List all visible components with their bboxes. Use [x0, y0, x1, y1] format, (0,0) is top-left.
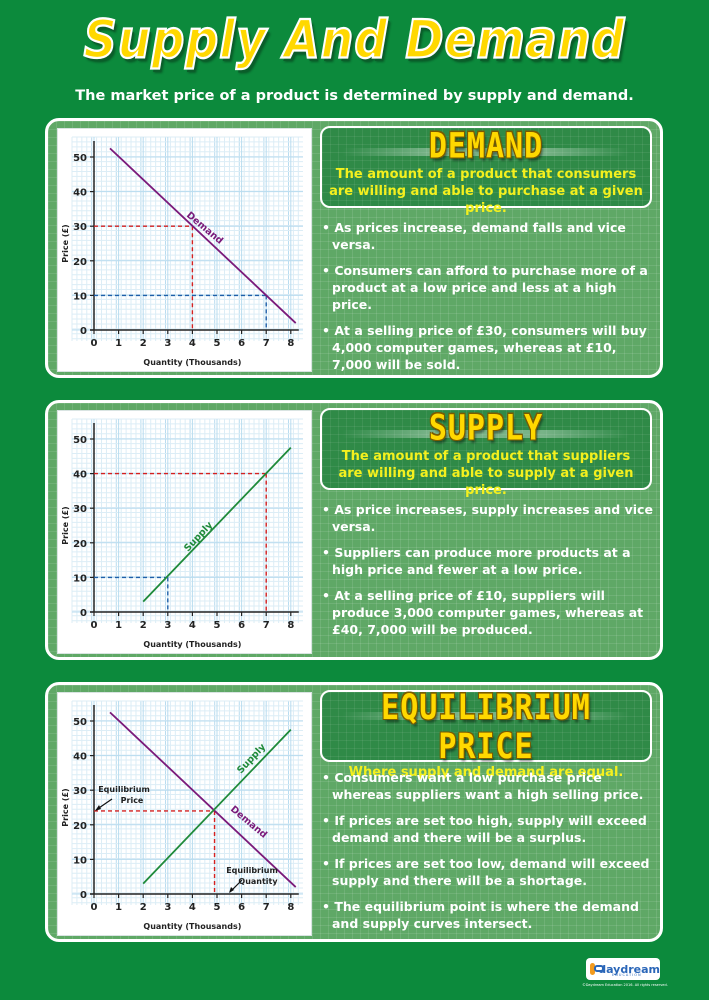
- poster-subtitle: The market price of a product is determi…: [75, 88, 634, 104]
- svg-text:Price (£): Price (£): [61, 788, 70, 826]
- svg-text:4: 4: [189, 338, 196, 349]
- svg-text:2: 2: [140, 338, 147, 349]
- equilibrium-point: Consumers want a low purchase price wher…: [318, 769, 658, 803]
- demand-point: As prices increase, demand falls and vic…: [318, 219, 658, 253]
- supply-heading: SUPPLY: [428, 408, 544, 449]
- svg-text:0: 0: [80, 890, 87, 901]
- equilibrium-point: If prices are set too low, demand will e…: [318, 855, 658, 889]
- svg-text:5: 5: [214, 338, 221, 349]
- svg-text:40: 40: [73, 188, 87, 199]
- svg-text:Quantity (Thousands): Quantity (Thousands): [143, 640, 241, 649]
- svg-text:4: 4: [189, 902, 196, 913]
- svg-text:Price (£): Price (£): [61, 506, 70, 544]
- supply-chart: 0 1 2 3 4 5 6 7 8 0 10 20 30 40 50 Quantity (Thousands)…: [57, 410, 312, 654]
- supply-point: At a selling price of £10, suppliers wil…: [318, 587, 658, 638]
- svg-text:8: 8: [287, 620, 294, 631]
- svg-text:8: 8: [287, 338, 294, 349]
- svg-text:3: 3: [164, 902, 171, 913]
- demand-panel: 0 1 2 3 4 5 6 7 8 0 10 20 30 40 50 Quantity (Thousands)…: [45, 118, 663, 378]
- svg-text:Quantity (Thousands): Quantity (Thousands): [143, 358, 241, 367]
- daydream-logo: daydream EDUCATION: [586, 958, 660, 980]
- supply-points: As price increases, supply increases and…: [318, 501, 658, 647]
- svg-text:Quantity (Thousands): Quantity (Thousands): [143, 922, 241, 931]
- demand-header-box: DEMAND The amount of a product that cons…: [320, 126, 652, 216]
- demand-description: The amount of a product that consumers a…: [329, 167, 643, 216]
- svg-text:0: 0: [91, 338, 98, 349]
- copyright-text: ©Daydream Education 2016. All rights res…: [582, 983, 668, 987]
- chart-grid: [71, 418, 303, 623]
- equilibrium-header-box: EQUILIBRIUM PRICE Where supply and deman…: [320, 688, 652, 780]
- demand-point: At a selling price of £30, consumers wil…: [318, 322, 658, 373]
- demand-points: As prices increase, demand falls and vic…: [318, 219, 658, 382]
- svg-text:30: 30: [73, 504, 87, 515]
- svg-text:40: 40: [73, 470, 87, 481]
- svg-text:1: 1: [115, 902, 122, 913]
- svg-text:0: 0: [91, 902, 98, 913]
- equilibrium-points: Consumers want a low purchase price wher…: [318, 769, 658, 941]
- svg-text:10: 10: [73, 573, 87, 584]
- svg-text:6: 6: [238, 338, 245, 349]
- svg-text:10: 10: [73, 291, 87, 302]
- svg-text:5: 5: [214, 902, 221, 913]
- supply-description: The amount of a product that suppliers a…: [338, 449, 634, 498]
- equilibrium-heading: EQUILIBRIUM PRICE: [381, 687, 591, 768]
- supply-header-box: SUPPLY The amount of a product that supp…: [320, 408, 652, 498]
- supply-panel: 0 1 2 3 4 5 6 7 8 0 10 20 30 40 50 Quantity (Thousands)…: [45, 400, 663, 660]
- svg-text:7: 7: [263, 902, 270, 913]
- svg-text:20: 20: [73, 821, 87, 832]
- svg-text:6: 6: [238, 620, 245, 631]
- equilibrium-chart-svg: 0 1 2 3 4 5 6 7 8 0 10 20 30 40 50 Quantity (Thousands)…: [61, 700, 303, 931]
- demand-point: Consumers can afford to purchase more of…: [318, 262, 658, 313]
- svg-text:3: 3: [164, 338, 171, 349]
- svg-text:Price: Price: [121, 796, 144, 805]
- svg-text:50: 50: [73, 717, 87, 728]
- svg-text:1: 1: [115, 620, 122, 631]
- demand-chart-svg: 0 1 2 3 4 5 6 7 8 0 10 20 30 40 50 Quantity (Thousands)…: [61, 136, 303, 367]
- chart-grid: [71, 136, 303, 341]
- svg-text:20: 20: [73, 257, 87, 268]
- svg-text:0: 0: [91, 620, 98, 631]
- svg-text:30: 30: [73, 786, 87, 797]
- svg-text:1: 1: [115, 338, 122, 349]
- svg-text:4: 4: [189, 620, 196, 631]
- svg-text:2: 2: [140, 620, 147, 631]
- logo-sub: EDUCATION: [612, 973, 642, 977]
- svg-text:0: 0: [80, 326, 87, 337]
- daydream-logo-icon: [590, 963, 605, 975]
- svg-text:2: 2: [140, 902, 147, 913]
- svg-text:Quantity: Quantity: [238, 877, 278, 886]
- demand-chart: 0 1 2 3 4 5 6 7 8 0 10 20 30 40 50 Quantity (Thousands)…: [57, 128, 312, 372]
- demand-heading: DEMAND: [428, 126, 544, 167]
- equilibrium-point: The equilibrium point is where the deman…: [318, 898, 658, 932]
- supply-point: Suppliers can produce more products at a…: [318, 544, 658, 578]
- svg-text:3: 3: [164, 620, 171, 631]
- svg-text:50: 50: [73, 153, 87, 164]
- svg-text:Price (£): Price (£): [61, 224, 70, 262]
- logo-name: daydream: [598, 962, 660, 976]
- svg-text:8: 8: [287, 902, 294, 913]
- svg-text:7: 7: [263, 338, 270, 349]
- svg-text:50: 50: [73, 435, 87, 446]
- poster-title: Supply And Demand: [83, 7, 626, 71]
- supply-chart-svg: 0 1 2 3 4 5 6 7 8 0 10 20 30 40 50 Quantity (Thousands)…: [61, 418, 303, 649]
- svg-text:6: 6: [238, 902, 245, 913]
- equilibrium-chart: 0 1 2 3 4 5 6 7 8 0 10 20 30 40 50 Quantity (Thousands)…: [57, 692, 312, 936]
- svg-text:5: 5: [214, 620, 221, 631]
- equilibrium-panel: 0 1 2 3 4 5 6 7 8 0 10 20 30 40 50 Quantity (Thousands)…: [45, 682, 663, 942]
- equilibrium-point: If prices are set too high, supply will …: [318, 812, 658, 846]
- svg-text:10: 10: [73, 855, 87, 866]
- svg-text:Equilibrium: Equilibrium: [98, 785, 150, 794]
- svg-text:7: 7: [263, 620, 270, 631]
- svg-text:20: 20: [73, 539, 87, 550]
- svg-text:0: 0: [80, 608, 87, 619]
- svg-text:30: 30: [73, 222, 87, 233]
- supply-point: As price increases, supply increases and…: [318, 501, 658, 535]
- svg-text:Equilibrium: Equilibrium: [226, 866, 278, 875]
- svg-text:40: 40: [73, 752, 87, 763]
